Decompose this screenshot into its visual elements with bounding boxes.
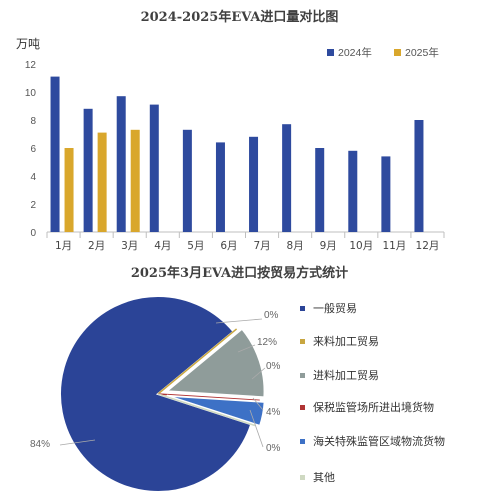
bar-2025年-1月 <box>64 148 74 232</box>
y-tick-label: 2 <box>30 200 36 211</box>
bar-2024年-10月 <box>348 150 358 232</box>
x-tick-label: 3月 <box>121 240 138 252</box>
x-tick-label: 9月 <box>320 240 337 252</box>
pie-data-label-保税监管场所进出境货物: 0% <box>266 361 281 372</box>
pie-leader-line <box>251 367 266 380</box>
bar-2024年-5月 <box>182 129 192 232</box>
pie-legend-label: 一般贸易 <box>313 303 357 315</box>
pie-leader-line <box>252 397 264 411</box>
bar-2024年-7月 <box>249 136 259 232</box>
y-tick-label: 6 <box>30 144 36 155</box>
legend-2024-label: 2024年 <box>338 47 372 59</box>
pie-slice-其他 <box>157 393 256 427</box>
legend-2024: 2024年 <box>327 45 372 60</box>
pie-chart-title: 2025年3月EVA进口按贸易方式统计 <box>130 266 349 281</box>
bar-2024年-8月 <box>282 124 292 232</box>
bar-2024年-4月 <box>149 104 159 232</box>
y-tick-label: 8 <box>30 116 36 127</box>
bar-2024年-6月 <box>215 142 225 232</box>
x-tick-label: 10月 <box>349 240 373 252</box>
x-tick-label: 11月 <box>382 240 406 252</box>
legend-2025-label: 2025年 <box>405 47 439 59</box>
y-axis-unit: 万吨 <box>16 37 41 51</box>
pie-legend-swatch <box>300 338 305 344</box>
bar-2024年-9月 <box>315 148 325 232</box>
x-tick-label: 7月 <box>253 240 270 252</box>
x-tick-label: 2月 <box>88 240 105 252</box>
bar-2024年-3月 <box>116 96 126 232</box>
x-tick-label: 4月 <box>154 240 171 252</box>
pie-legend-swatch <box>300 474 305 480</box>
bar-2024年-2月 <box>83 108 93 232</box>
pie-legend-swatch <box>300 404 305 410</box>
pie-slice-保税监管场所进出境货物 <box>157 393 260 402</box>
bar-2024年-12月 <box>414 120 424 232</box>
bar-2024年-11月 <box>381 156 391 232</box>
pie-slice-海关特殊监管区域物流货物 <box>166 394 266 428</box>
pie-data-label-海关特殊监管区域物流货物: 4% <box>266 407 281 418</box>
pie-data-label-来料加工贸易: 0% <box>264 310 279 321</box>
pie-legend-label: 进料加工贸易 <box>313 370 379 382</box>
y-tick-label: 4 <box>30 172 36 183</box>
bar-2024年-1月 <box>50 76 60 232</box>
legend-2024-swatch <box>327 49 334 56</box>
pie-legend-item: 一般贸易 <box>300 300 357 316</box>
pie-data-label-进料加工贸易: 12% <box>257 337 277 348</box>
pie-slice-进料加工贸易 <box>163 327 266 399</box>
pie-leader-line <box>59 439 96 446</box>
pie-legend-swatch <box>300 305 305 311</box>
x-tick-label: 1月 <box>55 240 72 252</box>
pie-legend-label: 保税监管场所进出境货物 <box>313 402 434 414</box>
pie-leader-line <box>237 344 256 353</box>
pie-data-label-一般贸易: 84% <box>30 439 50 450</box>
y-tick-label: 0 <box>30 228 36 239</box>
pie-legend-item: 保税监管场所进出境货物 <box>300 399 434 415</box>
bar-chart-title: 2024-2025年EVA进口量对比图 <box>140 10 339 25</box>
y-tick-label: 10 <box>25 88 37 99</box>
pie-leader-line <box>249 409 264 448</box>
pie-slice-一般贸易 <box>59 295 253 493</box>
pie-slice-来料加工贸易 <box>157 328 238 395</box>
pie-legend-item: 其他 <box>300 469 335 485</box>
pie-legend-label: 来料加工贸易 <box>313 336 379 348</box>
pie-legend-item: 进料加工贸易 <box>300 367 379 383</box>
pie-legend-label: 其他 <box>313 472 335 484</box>
pie-legend-label: 海关特殊监管区域物流货物 <box>313 436 445 448</box>
x-tick-label: 12月 <box>416 240 440 252</box>
x-tick-label: 6月 <box>220 240 237 252</box>
pie-leader-line <box>215 318 263 324</box>
pie-legend-item: 来料加工贸易 <box>300 333 379 349</box>
legend-2025: 2025年 <box>394 45 439 60</box>
pie-data-label-其他: 0% <box>266 443 281 454</box>
pie-legend-item: 海关特殊监管区域物流货物 <box>300 433 445 449</box>
pie-legend-swatch <box>300 372 305 378</box>
bar-2025年-3月 <box>130 129 140 232</box>
bar-2025年-2月 <box>97 132 107 232</box>
y-tick-label: 12 <box>25 60 37 71</box>
x-tick-label: 5月 <box>187 240 204 252</box>
legend-2025-swatch <box>394 49 401 56</box>
pie-legend-swatch <box>300 438 305 444</box>
x-tick-label: 8月 <box>287 240 304 252</box>
